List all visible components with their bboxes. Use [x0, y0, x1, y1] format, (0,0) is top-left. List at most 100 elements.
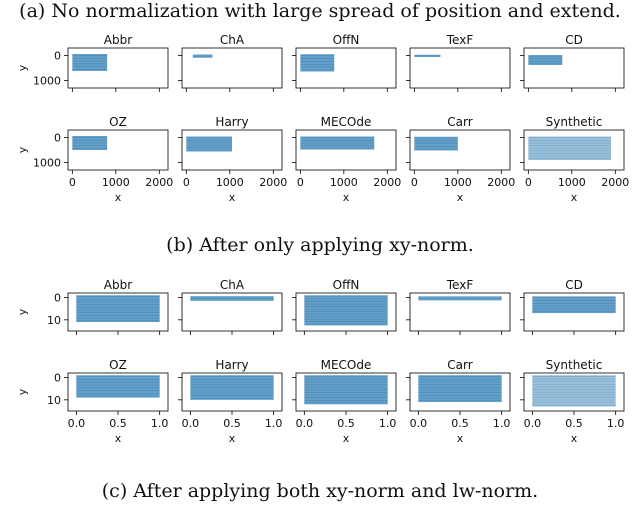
x-tick-label: 1000: [330, 176, 358, 189]
x-axis-label: x: [571, 432, 578, 445]
panel-title: OffN: [333, 278, 360, 292]
panel-title: OZ: [109, 358, 127, 372]
heatmap-region: [186, 136, 232, 152]
x-tick-label: 2000: [145, 176, 173, 189]
y-axis-label: y: [16, 388, 29, 395]
y-axis-label: y: [16, 146, 29, 153]
y-tick-label: 10: [47, 314, 61, 327]
panel-b-texf: TexF: [406, 33, 511, 92]
axes-frame: [295, 47, 397, 89]
x-axis-label: x: [343, 432, 350, 445]
panel-c-oz: OZ 0 10 y 0.0 0.5 1.0 x: [16, 358, 168, 445]
panel-c-harry: Harry 0.0 0.5 1.0 x: [178, 358, 282, 445]
panel-b-cha: ChA: [178, 33, 283, 92]
x-axis-label: x: [457, 432, 464, 445]
panel-b-carr: Carr 0 1000 2000 x: [406, 115, 515, 204]
heatmap-region: [192, 54, 213, 58]
axes-frame: [409, 47, 511, 89]
panel-b-offn: OffN: [292, 33, 397, 92]
heatmap-region: [304, 295, 388, 326]
heatmap-region: [414, 54, 441, 57]
axes-frame: [295, 129, 397, 171]
panel-title: Abbr: [104, 278, 132, 292]
heatmap-region: [418, 296, 502, 301]
panel-title: CD: [565, 33, 583, 47]
x-tick-label: 1.0: [493, 417, 511, 430]
heatmap-region: [300, 54, 335, 72]
x-tick-label: 0.0: [524, 417, 542, 430]
axes-frame: [181, 129, 283, 171]
x-tick-label: 0: [297, 176, 304, 189]
x-tick-label: 1.0: [265, 417, 283, 430]
panel-title: Carr: [447, 115, 472, 129]
y-tick-label: 10: [47, 394, 61, 407]
panel-title: Carr: [447, 358, 472, 372]
panel-c-cd: CD: [520, 278, 625, 335]
x-tick-label: 0.0: [410, 417, 428, 430]
heatmap-region: [190, 375, 274, 400]
x-tick-label: 0.0: [296, 417, 314, 430]
heatmap-region: [72, 136, 108, 150]
heatmap-region: [418, 375, 502, 403]
axes-frame: [409, 129, 511, 171]
x-tick-label: 1000: [216, 176, 244, 189]
x-tick-label: 0.5: [337, 417, 355, 430]
panel-title: ChA: [220, 278, 245, 292]
panel-c-offn: OffN: [292, 278, 397, 335]
heatmap-region: [528, 55, 563, 65]
heatmap-region: [190, 296, 274, 301]
axes-frame: [67, 47, 169, 89]
panel-title: Harry: [215, 115, 248, 129]
panel-b-harry: Harry 0 1000 2000 x: [178, 115, 287, 204]
axes-frame: [523, 47, 625, 89]
heatmap-region: [304, 375, 388, 405]
panel-title: OffN: [333, 33, 360, 47]
panel-c-synthetic: Synthetic 0.0 0.5 1.0 x: [520, 358, 624, 445]
x-axis-label: x: [229, 191, 236, 204]
heatmap-region: [76, 375, 160, 398]
y-tick-label: 0: [54, 132, 61, 145]
heatmap-region: [532, 375, 616, 407]
panel-b-mecode: MECOde 0 1000 2000 x: [292, 115, 401, 204]
y-axis-label: y: [16, 308, 29, 315]
x-tick-label: 2000: [373, 176, 401, 189]
x-tick-label: 1000: [558, 176, 586, 189]
panel-title: ChA: [220, 33, 245, 47]
heatmap-region: [300, 136, 375, 150]
x-tick-label: 2000: [259, 176, 287, 189]
heatmap-region: [528, 136, 611, 160]
axes-frame: [67, 129, 169, 171]
caption-b: (b) After only applying xy-norm.: [166, 234, 474, 256]
panel-title: TexF: [446, 33, 474, 47]
x-tick-label: 1000: [102, 176, 130, 189]
x-tick-label: 2000: [601, 176, 629, 189]
x-tick-label: 2000: [487, 176, 515, 189]
x-axis-label: x: [571, 191, 578, 204]
panel-title: MECOde: [321, 115, 372, 129]
panel-c-mecode: MECOde 0.0 0.5 1.0 x: [292, 358, 396, 445]
axes-frame: [181, 47, 283, 89]
heatmap-region: [72, 54, 108, 71]
x-tick-label: 0: [69, 176, 76, 189]
x-axis-label: x: [229, 432, 236, 445]
x-axis-label: x: [457, 191, 464, 204]
panel-c-carr: Carr 0.0 0.5 1.0 x: [406, 358, 510, 445]
y-tick-label: 0: [54, 291, 61, 304]
panel-b-abbr: Abbr 0 1000 y: [16, 33, 169, 92]
x-tick-label: 1.0: [379, 417, 397, 430]
panel-title: MECOde: [321, 358, 372, 372]
y-tick-label: 1000: [33, 157, 61, 170]
panel-b-cd: CD: [520, 33, 625, 92]
x-axis-label: x: [115, 191, 122, 204]
x-axis-label: x: [343, 191, 350, 204]
heatmap-region: [76, 295, 160, 323]
y-axis-label: y: [16, 64, 29, 71]
x-tick-label: 0.5: [565, 417, 583, 430]
x-tick-label: 0.5: [109, 417, 127, 430]
caption-a: (a) No normalization with large spread o…: [19, 0, 621, 22]
heatmap-region: [414, 136, 458, 151]
panel-title: Abbr: [104, 33, 132, 47]
panel-c-abbr: Abbr 0 10 y: [16, 278, 169, 335]
y-tick-label: 0: [54, 50, 61, 63]
x-tick-label: 0.0: [68, 417, 86, 430]
